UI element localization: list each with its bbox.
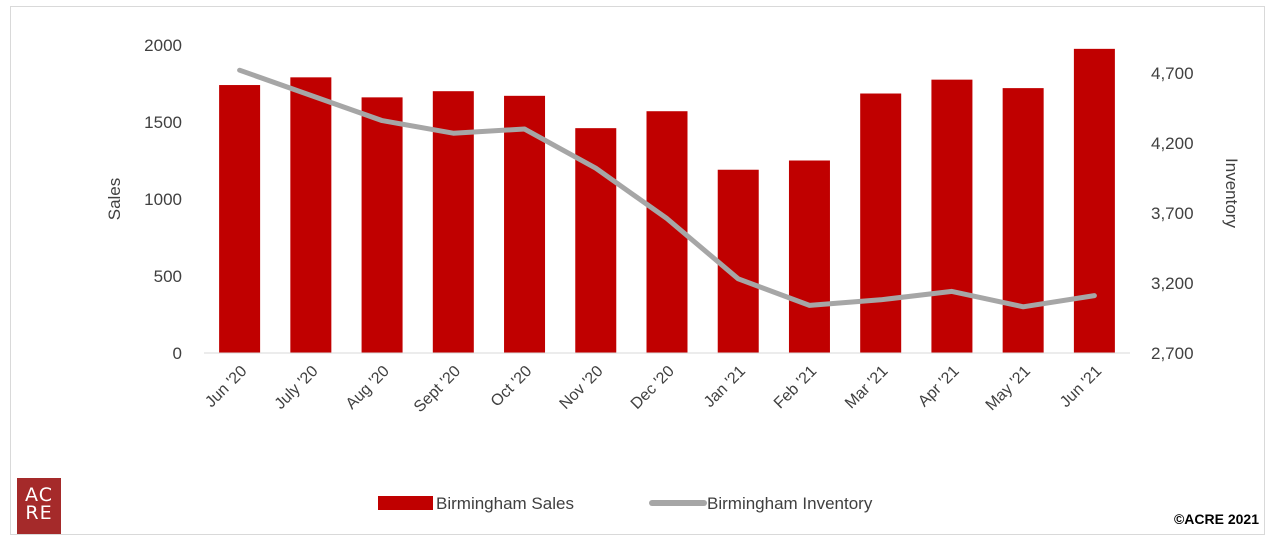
- x-tick-label: Dec '20: [628, 363, 678, 413]
- y-axis-title: Sales: [105, 178, 124, 221]
- bar-sales: [860, 93, 902, 353]
- x-tick-label: Mar '21: [842, 363, 891, 412]
- y-tick-label: 1500: [144, 113, 182, 132]
- line-inventory: [237, 67, 1097, 310]
- x-tick-label: Nov '20: [557, 363, 607, 413]
- y2-tick-label: 2,700: [1151, 344, 1194, 363]
- chart-frame: [10, 6, 1265, 535]
- x-tick-label: July '20: [272, 363, 322, 413]
- legend: Birmingham Sales Birmingham Inventory: [378, 494, 873, 513]
- bar-sales: [1073, 48, 1115, 353]
- acre-logo: AC RE: [17, 478, 61, 534]
- y2-tick-label: 4,200: [1151, 134, 1194, 153]
- bar-sales: [788, 160, 830, 353]
- x-tick-label: Oct '20: [488, 363, 536, 411]
- x-tick-label: Jun '21: [1057, 363, 1105, 411]
- bar-sales: [219, 85, 261, 353]
- bar-sales: [717, 169, 759, 353]
- y2-axis-title: Inventory: [1222, 158, 1241, 228]
- bar-sales: [361, 97, 403, 353]
- bar-sales: [931, 79, 973, 354]
- bar-sales: [290, 77, 332, 353]
- legend-swatch-sales: [378, 496, 433, 510]
- x-tick-label: Sept '20: [411, 363, 464, 416]
- x-tick-label: Apr '21: [915, 363, 963, 411]
- y-tick-label: 500: [154, 267, 182, 286]
- x-tick-label: Jun '20: [202, 363, 250, 411]
- y-tick-label: 1000: [144, 190, 182, 209]
- x-tick-label: Jan '21: [701, 363, 749, 411]
- y-tick-label: 0: [173, 344, 182, 363]
- y2-tick-label: 3,200: [1151, 274, 1194, 293]
- x-tick-label: Aug '20: [343, 363, 393, 413]
- y2-tick-label: 4,700: [1151, 64, 1194, 83]
- x-tick-label: Feb '21: [771, 363, 820, 412]
- y2-tick-label: 3,700: [1151, 204, 1194, 223]
- legend-label-inventory: Birmingham Inventory: [707, 494, 873, 513]
- legend-label-sales: Birmingham Sales: [436, 494, 574, 513]
- bar-sales: [1002, 88, 1044, 354]
- y-tick-label: 2000: [144, 36, 182, 55]
- x-tick-label: May '21: [983, 363, 1034, 414]
- copyright-text: ©ACRE 2021: [1173, 511, 1259, 527]
